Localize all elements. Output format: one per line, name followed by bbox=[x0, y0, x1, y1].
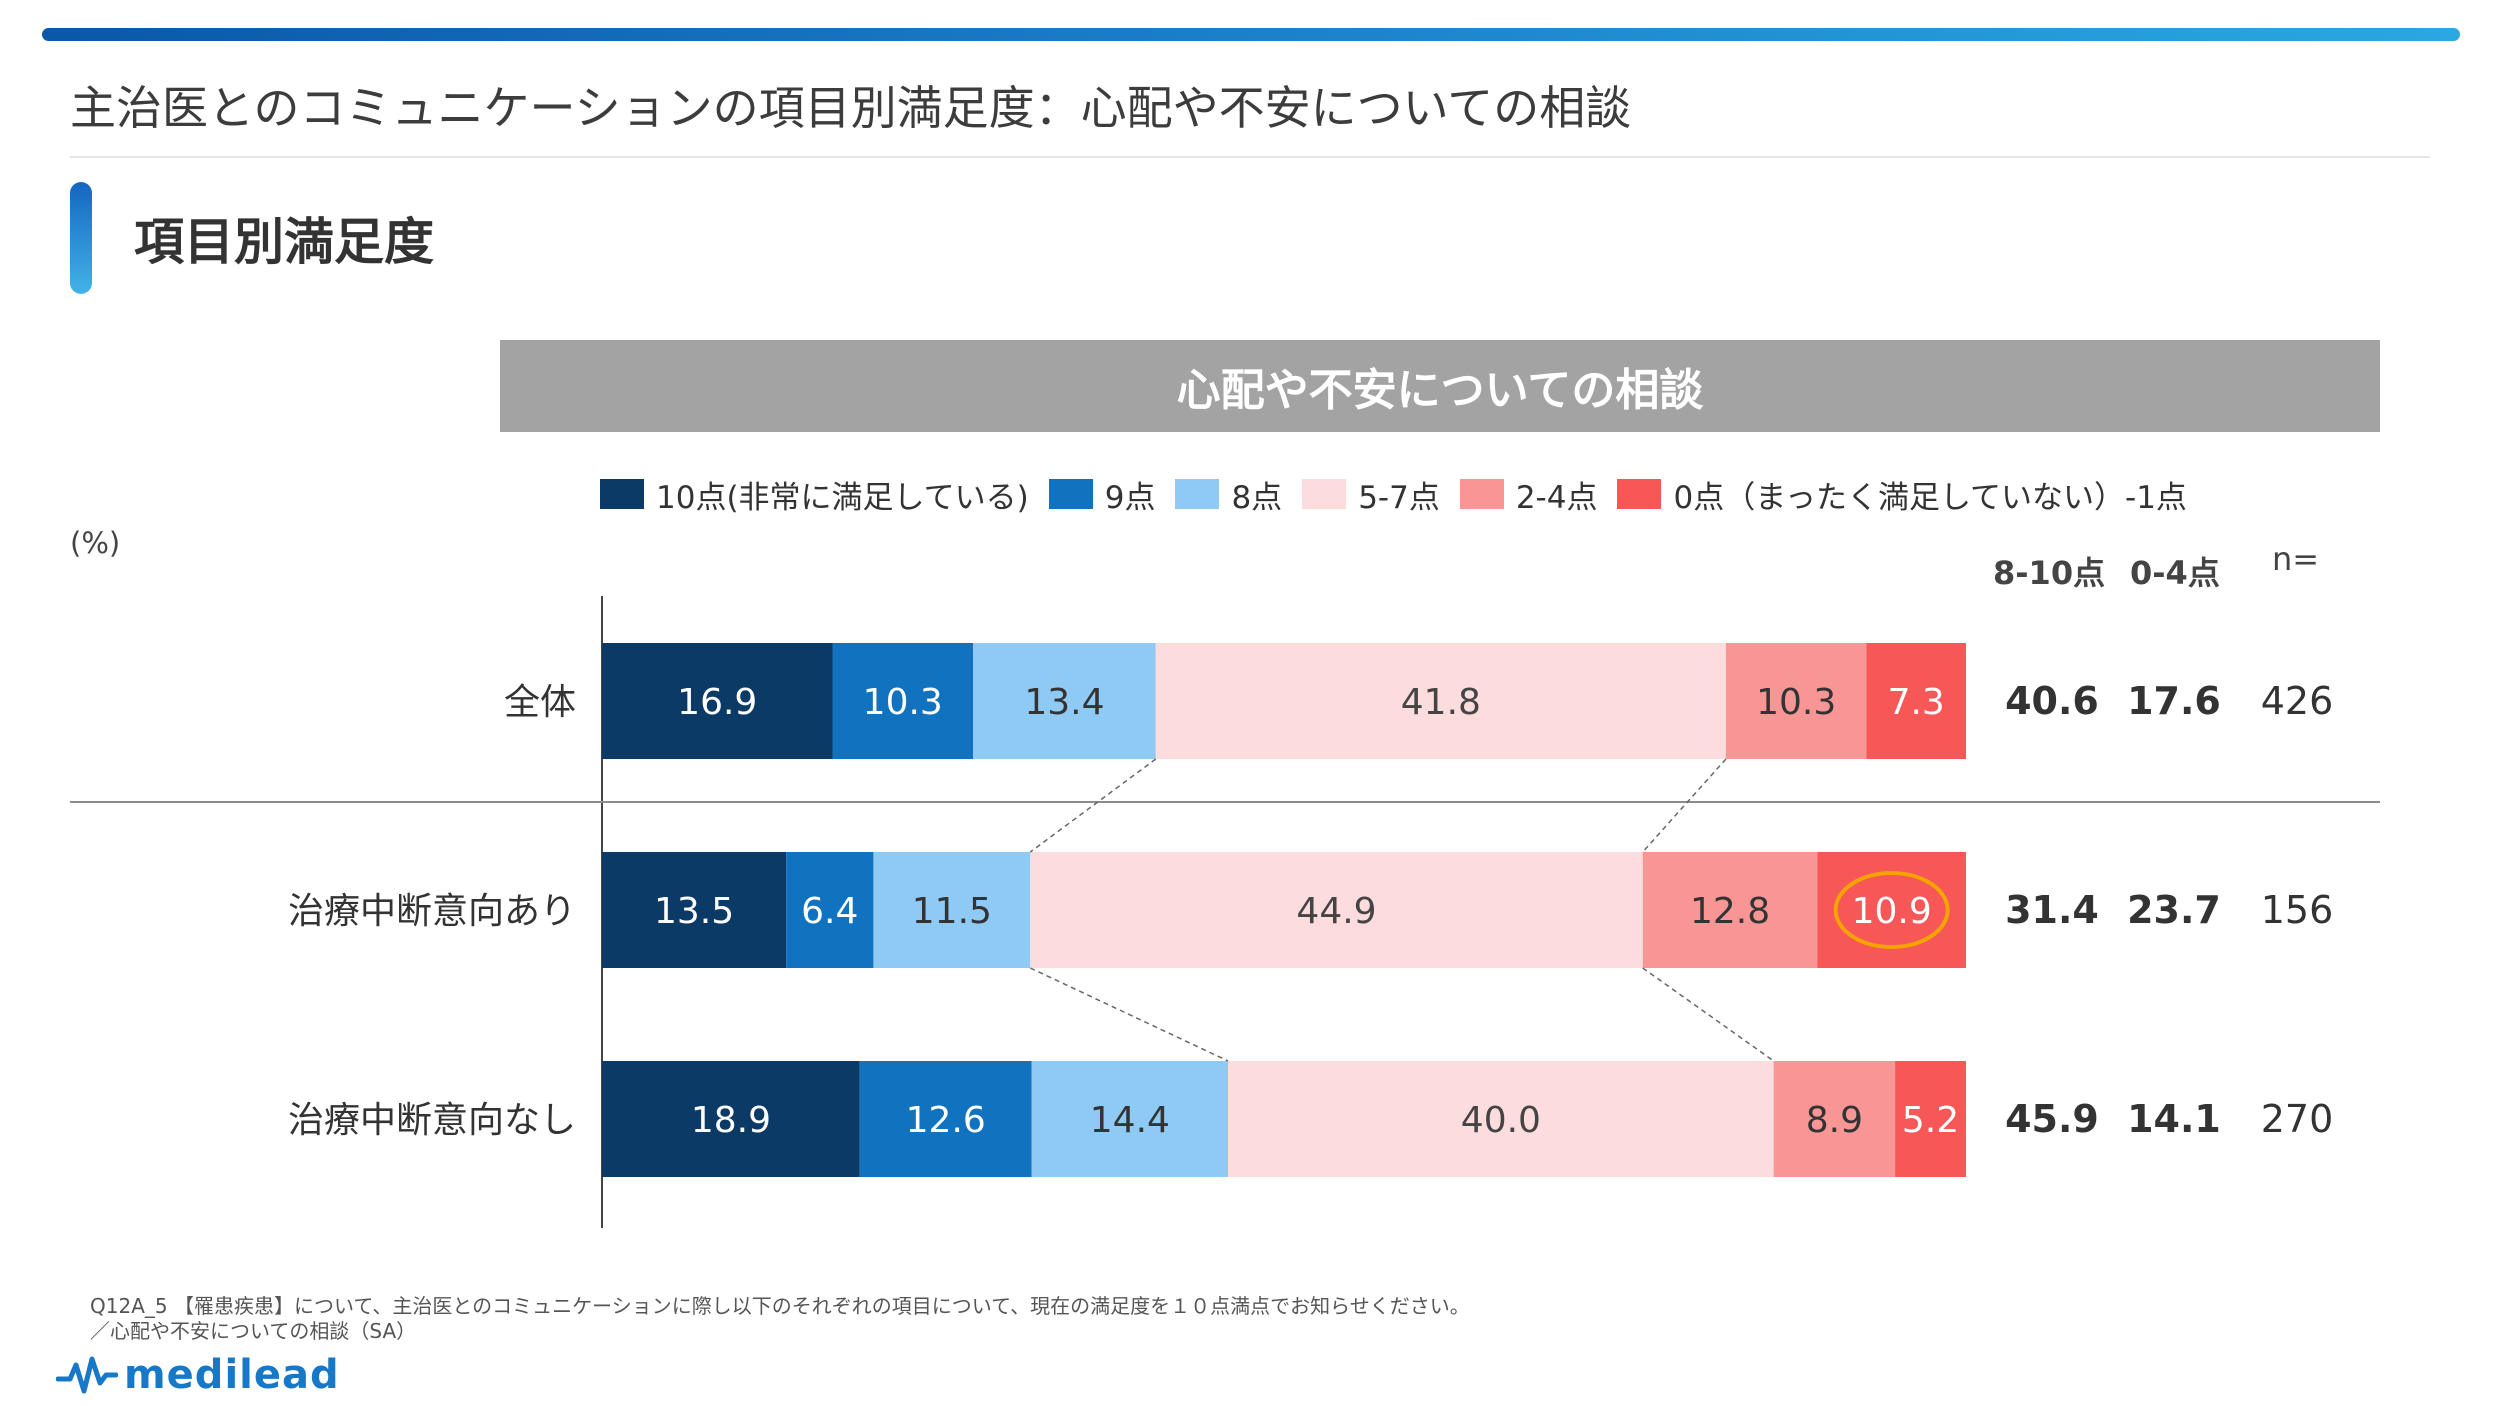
category-label: 治療中断意向あり bbox=[288, 891, 576, 932]
legend-swatch-2-4 bbox=[1459, 479, 1504, 509]
bar-segment bbox=[1773, 1061, 1896, 1177]
bar-segment bbox=[602, 852, 787, 968]
legend-swatch-10 bbox=[600, 479, 644, 509]
bar-value-label: 16.9 bbox=[677, 682, 757, 723]
bar-value-label: 14.4 bbox=[1090, 1100, 1170, 1141]
summary-n-value: 270 bbox=[2261, 1097, 2334, 1141]
bar-value-label: 7.3 bbox=[1888, 682, 1945, 723]
bar-value-label: 13.5 bbox=[654, 891, 734, 932]
legend-item-10: 10点(非常に満足している) bbox=[600, 472, 1029, 517]
col-header-n: n= bbox=[2272, 540, 2320, 578]
summary-8-10-value: 40.6 bbox=[2005, 679, 2099, 723]
summary-8-10-value: 45.9 bbox=[2005, 1097, 2099, 1141]
logo-text: medilead bbox=[124, 1352, 340, 1398]
bar-segment bbox=[1030, 852, 1643, 968]
category-label: 治療中断意向なし bbox=[288, 1100, 576, 1141]
bar-value-label: 12.8 bbox=[1690, 891, 1770, 932]
connector-line bbox=[1642, 967, 1775, 1062]
bar-value-label: 10.3 bbox=[863, 682, 943, 723]
chart-legend: 10点(非常に満足している) 9点 8点 5-7点 2-4点 0点（まったく満足… bbox=[600, 472, 2207, 517]
legend-swatch-9 bbox=[1048, 479, 1093, 509]
bar-segment bbox=[873, 852, 1031, 968]
footnote-line-1: Q12A_5 【罹患疾患】について、主治医とのコミュニケーションに際し以下のそれ… bbox=[90, 1294, 1470, 1318]
legend-label-5-7: 5-7点 bbox=[1358, 479, 1440, 516]
summary-8-10-value: 31.4 bbox=[2005, 888, 2099, 932]
summary-0-4-value: 23.7 bbox=[2127, 888, 2221, 932]
legend-item-5-7: 5-7点 bbox=[1302, 472, 1440, 517]
medilead-logo: medilead bbox=[56, 1352, 340, 1398]
bar-value-label: 11.5 bbox=[912, 891, 992, 932]
bar-value-label: 5.2 bbox=[1902, 1100, 1959, 1141]
legend-label-2-4: 2-4点 bbox=[1515, 479, 1598, 516]
footnote: Q12A_5 【罹患疾患】について、主治医とのコミュニケーションに際し以下のそれ… bbox=[90, 1294, 1470, 1344]
bar-value-label: 8.9 bbox=[1806, 1100, 1863, 1141]
page-title: 主治医とのコミュニケーションの項目別満足度：心配や不安についての相談 bbox=[70, 81, 1632, 135]
bar-segment bbox=[859, 1061, 1032, 1177]
legend-item-0-1: 0点（まったく満足していない）-1点 bbox=[1617, 472, 2187, 517]
bar-value-label: 40.0 bbox=[1461, 1100, 1541, 1141]
category-label: 全体 bbox=[504, 682, 576, 723]
connector-line bbox=[1642, 758, 1727, 853]
top-accent-bar bbox=[42, 28, 2460, 41]
legend-swatch-0-1 bbox=[1617, 479, 1662, 509]
connector-line bbox=[1029, 758, 1157, 853]
footnote-line-2: ／心配や不安についての相談（SA） bbox=[90, 1319, 417, 1343]
chart-title-banner: 心配や不安についての相談 bbox=[500, 340, 2380, 432]
bar-segment bbox=[1031, 1061, 1229, 1177]
bar-segment bbox=[602, 1061, 860, 1177]
bar-value-label: 10.9 bbox=[1852, 891, 1932, 932]
bar-segment bbox=[1228, 1061, 1774, 1177]
section-accent-bar bbox=[70, 182, 92, 294]
connector-line bbox=[1029, 967, 1229, 1062]
bar-segment bbox=[1642, 852, 1818, 968]
bar-segment bbox=[786, 852, 874, 968]
legend-item-9: 9点 bbox=[1048, 472, 1156, 517]
highlight-circle bbox=[1833, 871, 1950, 949]
bar-segment bbox=[1895, 1061, 1966, 1177]
stacked-bar-chart: 16.9 10.3 13.4 41.8 10.3 7.3 全体 40.6 17.6 426 13.5… bbox=[70, 596, 2380, 1228]
bar-segment bbox=[1866, 643, 1966, 759]
section-title: 項目別満足度 bbox=[134, 213, 434, 271]
legend-swatch-8 bbox=[1175, 479, 1220, 509]
bar-value-label: 18.9 bbox=[691, 1100, 771, 1141]
legend-label-9: 9点 bbox=[1104, 479, 1156, 516]
col-header-8-10: 8-10点 bbox=[1993, 554, 2106, 592]
summary-n-value: 156 bbox=[2261, 888, 2334, 932]
bar-segment bbox=[602, 643, 833, 759]
bar-segment bbox=[1155, 643, 1726, 759]
summary-0-4-value: 14.1 bbox=[2127, 1097, 2221, 1141]
legend-label-10: 10点(非常に満足している) bbox=[656, 479, 1029, 516]
summary-n-value: 426 bbox=[2261, 679, 2334, 723]
bar-segment bbox=[832, 643, 974, 759]
title-divider bbox=[70, 156, 2430, 158]
bar-value-label: 13.4 bbox=[1024, 682, 1104, 723]
bar-segment bbox=[1725, 643, 1867, 759]
bar-value-label: 12.6 bbox=[906, 1100, 986, 1141]
legend-item-8: 8点 bbox=[1175, 472, 1282, 517]
summary-0-4-value: 17.6 bbox=[2127, 679, 2221, 723]
legend-swatch-5-7 bbox=[1302, 479, 1347, 509]
logo-pulse-icon bbox=[56, 1356, 118, 1394]
bar-value-label: 6.4 bbox=[801, 891, 858, 932]
bar-value-label: 44.9 bbox=[1296, 891, 1376, 932]
unit-label: (%) bbox=[70, 526, 121, 560]
bar-value-label: 41.8 bbox=[1401, 682, 1481, 723]
bar-value-label: 10.3 bbox=[1756, 682, 1836, 723]
bar-segment bbox=[973, 643, 1156, 759]
legend-item-2-4: 2-4点 bbox=[1459, 472, 1598, 517]
col-header-0-4: 0-4点 bbox=[2130, 554, 2220, 592]
legend-label-0-1: 0点（まったく満足していない）-1点 bbox=[1673, 479, 2187, 516]
legend-label-8: 8点 bbox=[1231, 479, 1283, 516]
